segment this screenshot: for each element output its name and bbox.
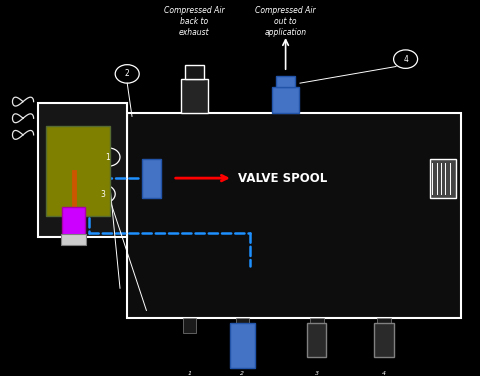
Bar	[430, 159, 456, 198]
Text: Compressed Air: Compressed Air	[164, 6, 225, 15]
Bar	[142, 159, 161, 198]
Bar	[185, 65, 204, 79]
Text: application: application	[264, 28, 307, 37]
Bar	[127, 113, 461, 318]
Text: Compressed Air: Compressed Air	[255, 6, 316, 15]
Text: 2: 2	[125, 70, 130, 79]
Bar	[46, 126, 110, 216]
Text: 4: 4	[403, 55, 408, 64]
Text: 1: 1	[188, 371, 192, 376]
Text: VALVE SPOOL: VALVE SPOOL	[238, 171, 327, 185]
Bar	[183, 318, 196, 333]
Bar	[272, 87, 299, 113]
Bar	[276, 76, 295, 87]
Text: exhaust: exhaust	[179, 28, 210, 37]
Bar	[310, 318, 324, 333]
Bar	[61, 234, 86, 245]
Bar	[181, 79, 207, 113]
Bar	[374, 323, 394, 356]
Text: back to: back to	[180, 17, 208, 26]
Bar	[62, 207, 85, 235]
Bar	[307, 323, 326, 356]
Text: 2: 2	[240, 371, 244, 376]
Text: out to: out to	[275, 17, 297, 26]
Bar	[377, 318, 391, 333]
Text: 1: 1	[106, 153, 110, 162]
Text: 3: 3	[315, 371, 319, 376]
Text: 4: 4	[382, 371, 386, 376]
Bar	[230, 323, 255, 368]
Bar	[236, 318, 249, 333]
Bar	[38, 103, 127, 237]
Text: 3: 3	[101, 190, 106, 199]
